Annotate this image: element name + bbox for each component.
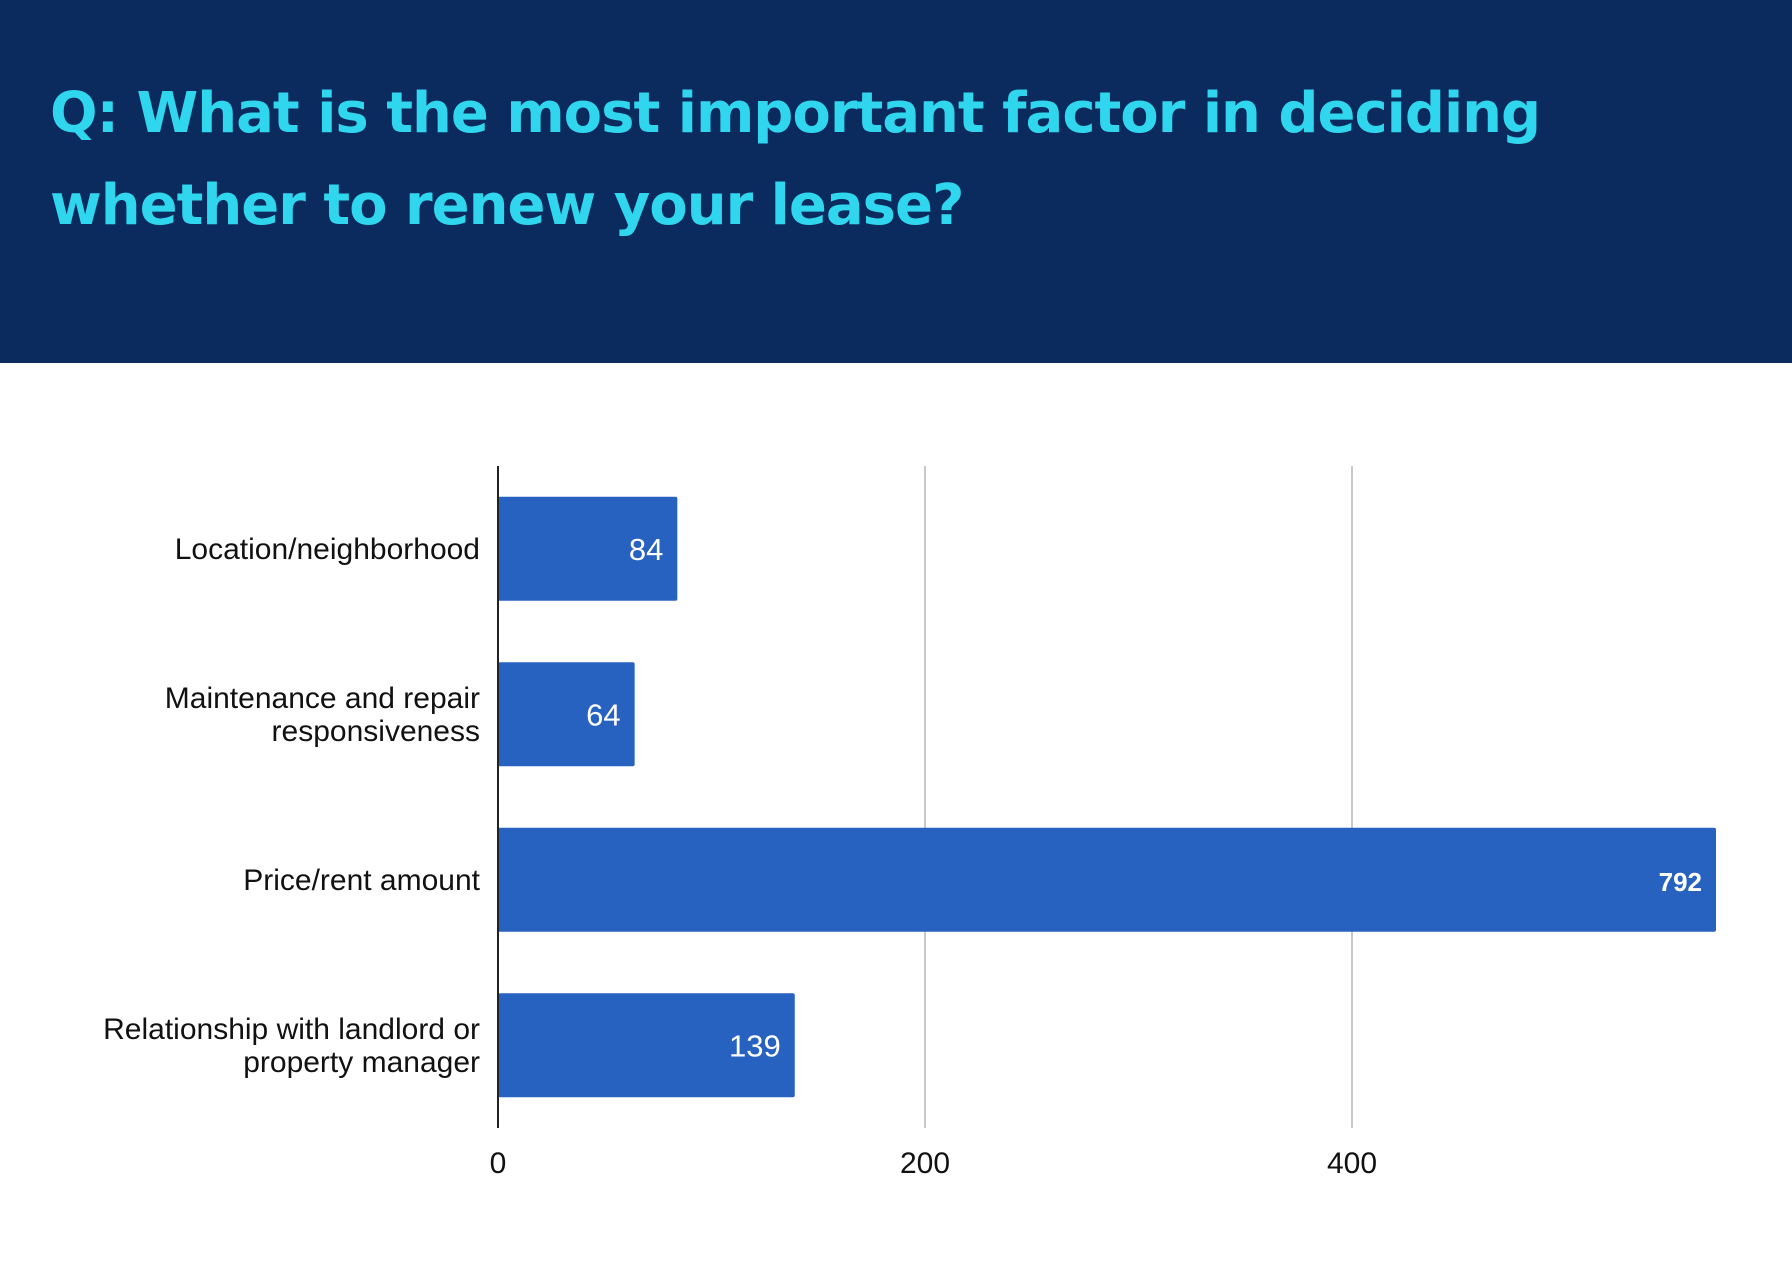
bar-chart: 0 200 400 84 Location/neighborhood 64 Maintena… — [103, 466, 1716, 1180]
x-tick-label: 0 — [490, 1147, 507, 1180]
page-title: Q: What is the most important factor in … — [50, 81, 1541, 238]
category-label: Relationship with landlord or — [103, 1013, 480, 1046]
category-label: Price/rent amount — [243, 864, 480, 897]
x-tick-label: 400 — [1327, 1147, 1377, 1180]
x-tick-label: 200 — [900, 1147, 950, 1180]
category-label: Maintenance and repair — [165, 682, 480, 715]
bar — [498, 662, 635, 767]
header-banner: Q: What is the most important factor in … — [0, 0, 1792, 363]
chart-area: 0 200 400 84 Location/neighborhood 64 Maintena… — [0, 363, 1792, 1286]
bar — [498, 827, 1716, 932]
category-label: Location/neighborhood — [175, 533, 480, 566]
category-label: responsiveness — [272, 715, 480, 748]
bar-value-label: 64 — [586, 697, 620, 732]
bar-value-label: 139 — [729, 1028, 781, 1063]
bar-value-label: 792 — [1659, 867, 1702, 897]
bar — [498, 496, 678, 601]
category-label: property manager — [243, 1046, 480, 1079]
bar-value-label: 84 — [629, 532, 663, 567]
bar — [498, 993, 795, 1098]
